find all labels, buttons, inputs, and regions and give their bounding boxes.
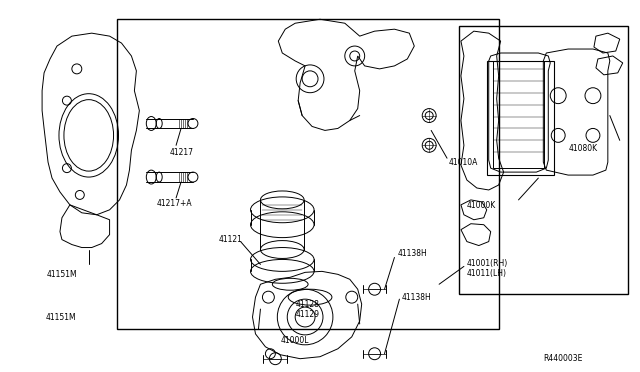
Text: 41001(RH): 41001(RH): [467, 259, 508, 268]
Bar: [116, 19, 499, 329]
Text: 41217+A: 41217+A: [156, 199, 192, 208]
Text: 41138H: 41138H: [397, 249, 427, 258]
Text: 41011(LH): 41011(LH): [467, 269, 507, 278]
Text: 41010A: 41010A: [449, 158, 479, 167]
Text: R440003E: R440003E: [543, 354, 582, 363]
Text: 41151M: 41151M: [47, 270, 77, 279]
Text: 41138H: 41138H: [401, 293, 431, 302]
Text: 41217: 41217: [169, 148, 193, 157]
Bar: [493, 61, 544, 168]
Text: 41000L: 41000L: [281, 336, 309, 345]
Text: 41151M: 41151M: [45, 312, 76, 321]
Bar: [487, 61, 554, 175]
Text: 41129: 41129: [295, 310, 319, 318]
Text: 41121: 41121: [219, 235, 243, 244]
Text: 41080K: 41080K: [568, 144, 597, 153]
Bar: [459, 26, 628, 294]
Text: 41128: 41128: [295, 299, 319, 309]
Text: 41000K: 41000K: [467, 201, 496, 210]
